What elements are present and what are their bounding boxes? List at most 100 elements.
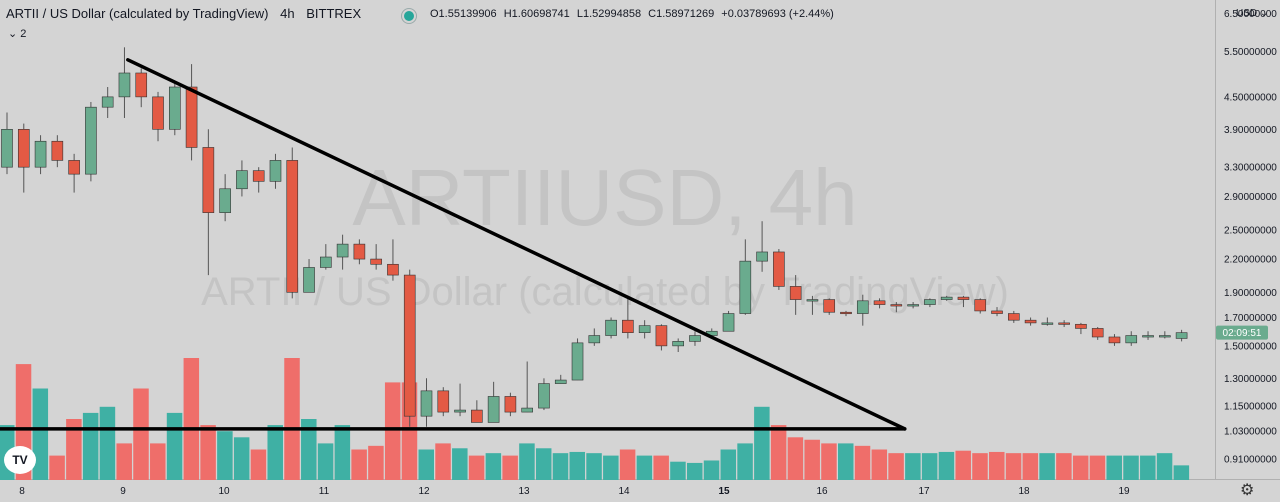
volume-bar (1039, 453, 1055, 480)
candle-body (135, 72, 148, 98)
price-tick-label: 2.90000000 (1224, 192, 1277, 203)
candle-body (353, 243, 366, 260)
candle-body (1175, 332, 1188, 339)
candle-body (487, 396, 500, 423)
candle-body (169, 86, 181, 130)
candle-body (1142, 335, 1154, 338)
candle-body (907, 304, 919, 307)
candle-body (1091, 328, 1104, 338)
last-price-box (1216, 325, 1268, 340)
chevron-down-icon: ⌄ (1259, 8, 1269, 19)
interval-label[interactable]: 4h (280, 6, 295, 21)
price-axis[interactable] (1216, 0, 1280, 502)
symbol-title[interactable]: ARTII / US Dollar (calculated by Trading… (6, 6, 269, 21)
volume-bar (116, 443, 132, 480)
volume-bar (619, 449, 636, 480)
volume-bar (804, 439, 820, 480)
candle-body (890, 304, 903, 307)
volume-bar (838, 443, 854, 480)
price-tick-label: 3.30000000 (1224, 163, 1277, 174)
candle-body (756, 251, 768, 262)
time-tick-label: 13 (518, 486, 530, 497)
volume-bar (133, 388, 149, 480)
volume-bar (854, 445, 871, 480)
price-tick-label: 0.91000000 (1224, 455, 1277, 466)
volume-bar (754, 406, 770, 480)
candle-body (689, 335, 701, 342)
price-tick-label: 1.30000000 (1224, 374, 1277, 385)
candle-body (655, 325, 668, 347)
chevron-down-icon: ⌄ (8, 28, 18, 40)
time-tick-label: 17 (918, 486, 930, 497)
volume-bar (888, 453, 904, 480)
volume-bar (217, 431, 233, 480)
high-value: H1.60698741 (503, 8, 570, 20)
volume-bar (938, 451, 955, 480)
price-tick-label: 1.03000000 (1224, 427, 1277, 438)
candle-body (236, 170, 248, 190)
watermark-description: ARTII / US Dollar (calculated by Trading… (201, 270, 1009, 314)
volume-bar (670, 461, 686, 480)
price-tick-label: 6.50000000 (1224, 9, 1277, 20)
volume-bar (233, 437, 250, 480)
price-tick-label: 1.50000000 (1224, 341, 1277, 352)
price-tick-label: 4.50000000 (1224, 92, 1277, 103)
low-value: L1.52994858 (576, 8, 642, 20)
currency-selector[interactable]: USD ⌄ (1236, 8, 1268, 19)
volume-bar (66, 419, 82, 480)
volume-bar (737, 443, 753, 480)
gear-icon[interactable]: ⚙ (1240, 482, 1255, 499)
volume-bar (1089, 455, 1106, 480)
watermark-symbol: ARTIIUSD, 4h (352, 153, 857, 242)
volume-bar (485, 453, 502, 480)
candle-body (118, 72, 131, 98)
candle-body (252, 170, 265, 182)
candle-body (571, 342, 584, 381)
tradingview-logo-icon[interactable]: TV (4, 446, 36, 474)
last-price-marker: 02:09:51 (1216, 325, 1268, 340)
candle-body (940, 296, 953, 300)
legend-toggle[interactable]: ⌄ 2 (8, 27, 26, 40)
price-tick-label: 3.90000000 (1224, 125, 1277, 136)
price-axis-labels: 6.50000000 5.50000000 4.50000000 3.90000000… (1224, 9, 1277, 466)
candle-body (1058, 322, 1070, 325)
volume-bar (32, 388, 49, 480)
candle-body (202, 147, 215, 213)
price-tick-label: 1.70000000 (1224, 313, 1277, 324)
volume-bar (703, 460, 720, 480)
volume-bar (250, 449, 267, 480)
candles (1, 47, 1188, 427)
time-tick-label: 18 (1018, 486, 1030, 497)
candle-body (403, 274, 416, 417)
candle-body (101, 96, 114, 108)
candle-body (286, 160, 299, 293)
close-value: C1.58971269 (648, 8, 715, 20)
volume-bar (502, 455, 518, 480)
market-status-icon[interactable] (402, 9, 416, 23)
volume-bar (955, 450, 971, 480)
volume-bar (821, 443, 837, 480)
currency-label: USD (1236, 8, 1258, 19)
volume-bar (1140, 455, 1156, 480)
volume-bar (535, 448, 552, 480)
volume-bar (1106, 455, 1122, 480)
price-tick-label: 5.50000000 (1224, 47, 1277, 58)
volume-bar (972, 453, 988, 480)
symbol-header: ARTII / US Dollar (calculated by Trading… (6, 6, 369, 21)
candle-body (420, 390, 433, 417)
time-tick-label: 9 (120, 486, 126, 497)
candle-body (219, 188, 231, 213)
candle-body (1007, 313, 1020, 321)
volume-bar (720, 449, 737, 480)
trendlines[interactable] (0, 58, 907, 431)
volume-bar (1022, 453, 1039, 480)
candle-body (1024, 319, 1037, 324)
time-tick-label: 19 (1118, 486, 1130, 497)
candle-body (622, 319, 634, 333)
candle-body (85, 106, 97, 175)
price-tick-label: 2.50000000 (1224, 226, 1277, 237)
price-tick-label: 1.90000000 (1224, 288, 1277, 299)
trendline[interactable] (126, 58, 907, 431)
candle-body (387, 263, 399, 276)
